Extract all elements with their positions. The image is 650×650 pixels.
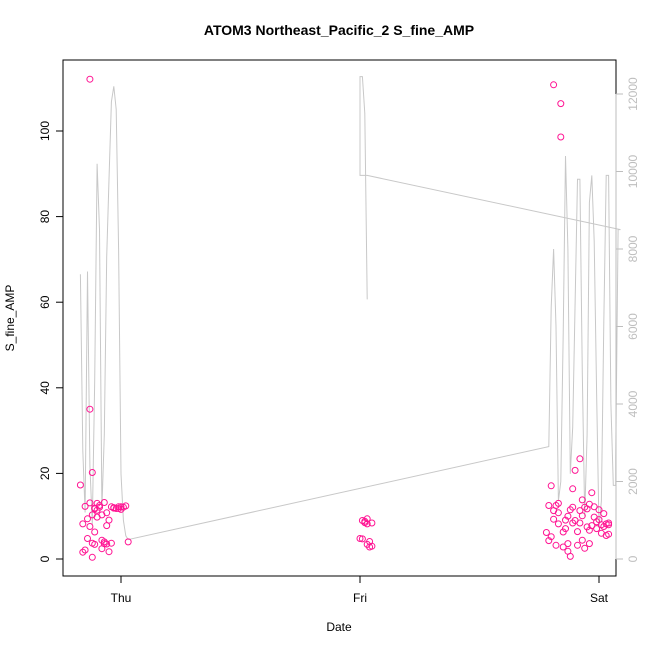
data-point xyxy=(79,520,87,528)
series-line xyxy=(79,76,621,541)
data-point xyxy=(103,509,111,517)
data-point xyxy=(363,515,371,523)
data-point xyxy=(566,552,574,560)
data-point xyxy=(86,499,94,507)
data-point xyxy=(542,529,550,536)
data-point xyxy=(79,548,87,556)
data-point xyxy=(554,509,562,517)
data-point xyxy=(578,496,586,504)
points-layer xyxy=(76,75,613,561)
data-point xyxy=(368,519,376,527)
data-point xyxy=(76,481,84,489)
data-point xyxy=(122,502,130,510)
data-point xyxy=(552,541,560,549)
data-point xyxy=(117,505,125,513)
data-point xyxy=(91,528,99,536)
y-axis-label: S_fine_AMP xyxy=(3,285,17,352)
data-point xyxy=(554,499,562,507)
data-point xyxy=(117,503,125,511)
x-tick-label: Thu xyxy=(111,591,132,605)
data-point xyxy=(86,75,94,83)
data-point xyxy=(593,525,601,533)
data-point xyxy=(557,100,565,108)
y-tick-label: 20 xyxy=(38,466,52,480)
axes-layer: 0 20 40 60 80 100 0 2000 4000 6000 8000 10000 12000 T… xyxy=(38,77,640,605)
y-tick-label: 100 xyxy=(38,121,52,141)
data-point xyxy=(547,533,555,541)
chart-title: ATOM3 Northeast_Pacific_2 S_fine_AMP xyxy=(204,22,474,38)
data-point xyxy=(569,503,577,511)
data-point xyxy=(100,540,108,548)
data-point xyxy=(574,541,581,549)
data-point xyxy=(84,535,91,542)
data-point xyxy=(559,543,567,551)
data-point xyxy=(105,548,113,556)
data-point xyxy=(124,538,132,546)
data-point xyxy=(569,485,577,493)
data-point xyxy=(356,535,364,542)
data-point xyxy=(81,502,89,510)
data-point xyxy=(103,540,111,548)
data-point xyxy=(81,546,89,554)
data-point xyxy=(588,489,596,497)
data-point xyxy=(578,536,586,544)
y-tick-label: 0 xyxy=(38,555,52,562)
data-point xyxy=(363,520,371,528)
y2-tick-label: 0 xyxy=(626,555,640,562)
y2-tick-label: 12000 xyxy=(626,77,640,111)
data-point xyxy=(564,540,572,548)
data-point xyxy=(600,510,608,518)
data-point xyxy=(585,540,593,548)
data-point xyxy=(86,523,94,530)
y2-tick-label: 2000 xyxy=(626,468,640,495)
data-point xyxy=(605,521,613,529)
plot-frame xyxy=(62,59,617,577)
y-tick-label: 80 xyxy=(38,210,52,224)
data-point xyxy=(554,520,562,528)
right-axis-series-layer xyxy=(79,76,621,541)
y-tick-label: 60 xyxy=(38,295,52,309)
y2-tick-label: 4000 xyxy=(626,390,640,417)
x-tick-label: Fri xyxy=(353,591,367,605)
data-point xyxy=(550,515,558,523)
data-point xyxy=(562,525,569,533)
data-point xyxy=(550,81,558,89)
data-point xyxy=(581,544,589,552)
y2-tick-label: 6000 xyxy=(626,313,640,340)
x-axis-label: Date xyxy=(326,620,352,634)
data-point xyxy=(358,535,366,543)
data-point xyxy=(605,530,613,538)
y2-tick-label: 8000 xyxy=(626,235,640,262)
data-point xyxy=(564,512,572,520)
data-point xyxy=(88,553,96,561)
data-point xyxy=(88,469,96,476)
data-point xyxy=(571,466,579,474)
data-point xyxy=(105,516,113,524)
data-point xyxy=(578,512,586,520)
data-point xyxy=(557,133,565,141)
data-point xyxy=(107,539,115,547)
data-point xyxy=(576,455,584,463)
y2-tick-label: 10000 xyxy=(626,154,640,188)
data-point xyxy=(96,503,103,511)
data-point xyxy=(86,405,94,413)
data-point xyxy=(576,519,584,527)
data-point xyxy=(595,506,603,514)
data-point xyxy=(545,502,553,509)
y-tick-label: 40 xyxy=(38,381,52,395)
data-point xyxy=(100,499,108,506)
data-point xyxy=(84,515,91,523)
data-point xyxy=(547,482,555,490)
data-point xyxy=(368,542,376,550)
data-point xyxy=(91,540,99,548)
data-point xyxy=(574,528,581,536)
x-tick-label: Sat xyxy=(590,591,609,605)
